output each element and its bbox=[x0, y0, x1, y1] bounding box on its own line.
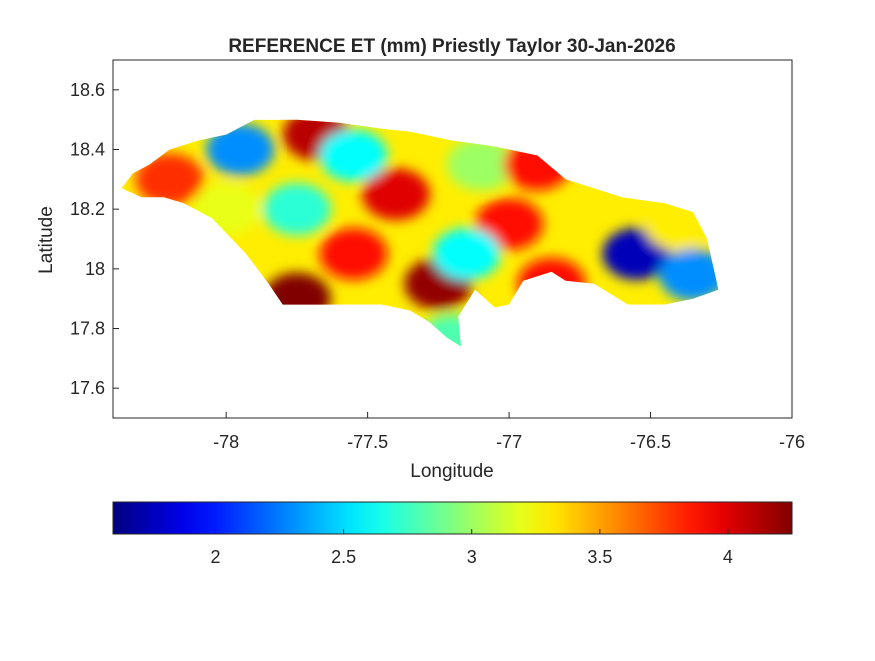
field-cell bbox=[262, 183, 331, 236]
colorbar-ticks: 2 2.5 3 3.5 4 bbox=[210, 529, 733, 567]
field-cell bbox=[446, 138, 515, 191]
y-axis-ticks: 17.6 17.8 18 18.2 18.4 18.6 bbox=[70, 80, 119, 398]
field-cell bbox=[432, 227, 501, 280]
field-cell bbox=[658, 248, 719, 301]
field-cell bbox=[206, 123, 275, 176]
colorbar-tick-label: 3 bbox=[467, 547, 477, 567]
field-cell bbox=[319, 129, 388, 182]
x-tick-label: -78 bbox=[213, 432, 239, 452]
region-base bbox=[121, 119, 719, 347]
y-tick-label: 18.2 bbox=[70, 199, 105, 219]
y-tick-label: 18.6 bbox=[70, 80, 105, 100]
field-cell bbox=[135, 153, 204, 206]
y-tick-label: 17.6 bbox=[70, 378, 105, 398]
colorbar bbox=[112, 501, 793, 535]
y-tick-label: 17.8 bbox=[70, 319, 105, 339]
colorbar-tick-label: 2.5 bbox=[331, 547, 356, 567]
et-field bbox=[121, 119, 719, 347]
x-tick-label: -77.5 bbox=[347, 432, 388, 452]
chart-title: REFERENCE ET (mm) Priestly Taylor 30-Jan… bbox=[228, 36, 675, 57]
colorbar-tick-label: 2 bbox=[210, 547, 220, 567]
y-axis-label: Latitude bbox=[36, 206, 57, 274]
x-tick-label: -76.5 bbox=[630, 432, 671, 452]
colorbar-tick-label: 3.5 bbox=[587, 547, 612, 567]
y-tick-label: 18 bbox=[85, 259, 105, 279]
y-tick-label: 18.4 bbox=[70, 140, 105, 160]
field-cell bbox=[361, 168, 430, 221]
field-cell bbox=[319, 227, 388, 280]
x-tick-label: -77 bbox=[496, 432, 522, 452]
x-tick-label: -76 bbox=[779, 432, 805, 452]
x-axis-label: Longitude bbox=[410, 461, 493, 482]
x-axis-ticks: -78 -77.5 -77 -76.5 -76 bbox=[213, 412, 805, 452]
colorbar-tick-label: 4 bbox=[723, 547, 733, 567]
